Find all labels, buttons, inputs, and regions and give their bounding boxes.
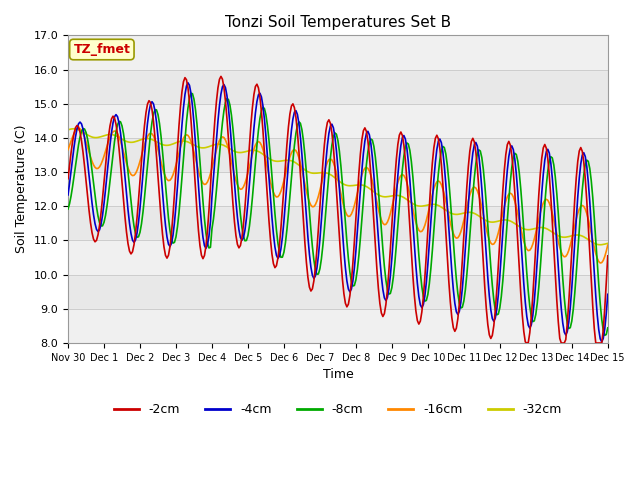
Bar xyxy=(68,172,608,206)
Bar xyxy=(68,36,608,70)
Text: TZ_fmet: TZ_fmet xyxy=(74,43,131,56)
Bar xyxy=(68,104,608,138)
X-axis label: Time: Time xyxy=(323,368,353,381)
Bar xyxy=(68,240,608,275)
Title: Tonzi Soil Temperatures Set B: Tonzi Soil Temperatures Set B xyxy=(225,15,451,30)
Bar xyxy=(68,309,608,343)
Legend: -2cm, -4cm, -8cm, -16cm, -32cm: -2cm, -4cm, -8cm, -16cm, -32cm xyxy=(109,398,567,421)
Y-axis label: Soil Temperature (C): Soil Temperature (C) xyxy=(15,125,28,253)
